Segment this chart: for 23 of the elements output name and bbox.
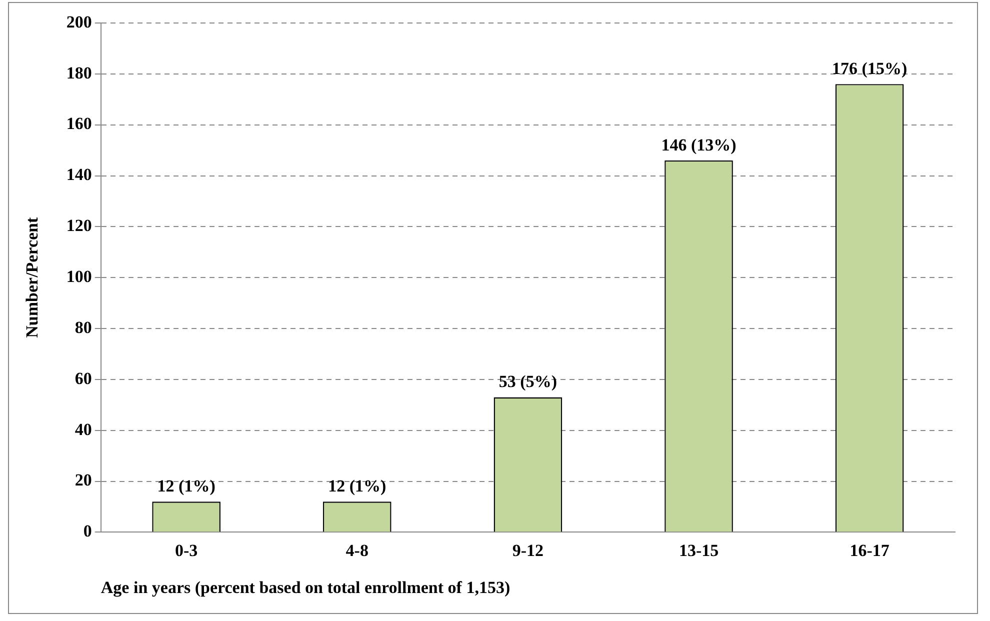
x-axis-title: Age in years (percent based on total enrollment of 1,153) [100,578,510,598]
y-tick-label: 180 [66,63,92,82]
x-tick-label: 13-15 [678,540,719,560]
data-label: 12 (1%) [328,476,386,496]
y-axis-title: Number/Percent [22,217,42,338]
y-tick-label: 80 [74,318,92,337]
y-tick-label: 120 [66,216,92,236]
y-tick-label: 0 [83,522,92,541]
y-tick-label: 200 [66,12,92,32]
y-tick-label: 100 [66,266,92,286]
data-label: 53 (5%) [498,372,557,392]
y-tick-label: 60 [74,368,92,388]
y-tick-label: 140 [66,165,92,184]
data-label: 12 (1%) [157,476,216,496]
x-tick-label: 0-3 [174,540,198,560]
x-tick-label: 4-8 [346,540,368,560]
x-tick-label: 9-12 [512,540,544,560]
x-tick-label: 16-17 [850,540,890,560]
data-label: 146 (13%) [661,135,736,154]
y-tick-label: 20 [74,470,92,490]
y-tick-label: 160 [66,114,92,134]
data-label: 176 (15%) [832,58,908,78]
y-tick-label: 40 [74,420,92,439]
